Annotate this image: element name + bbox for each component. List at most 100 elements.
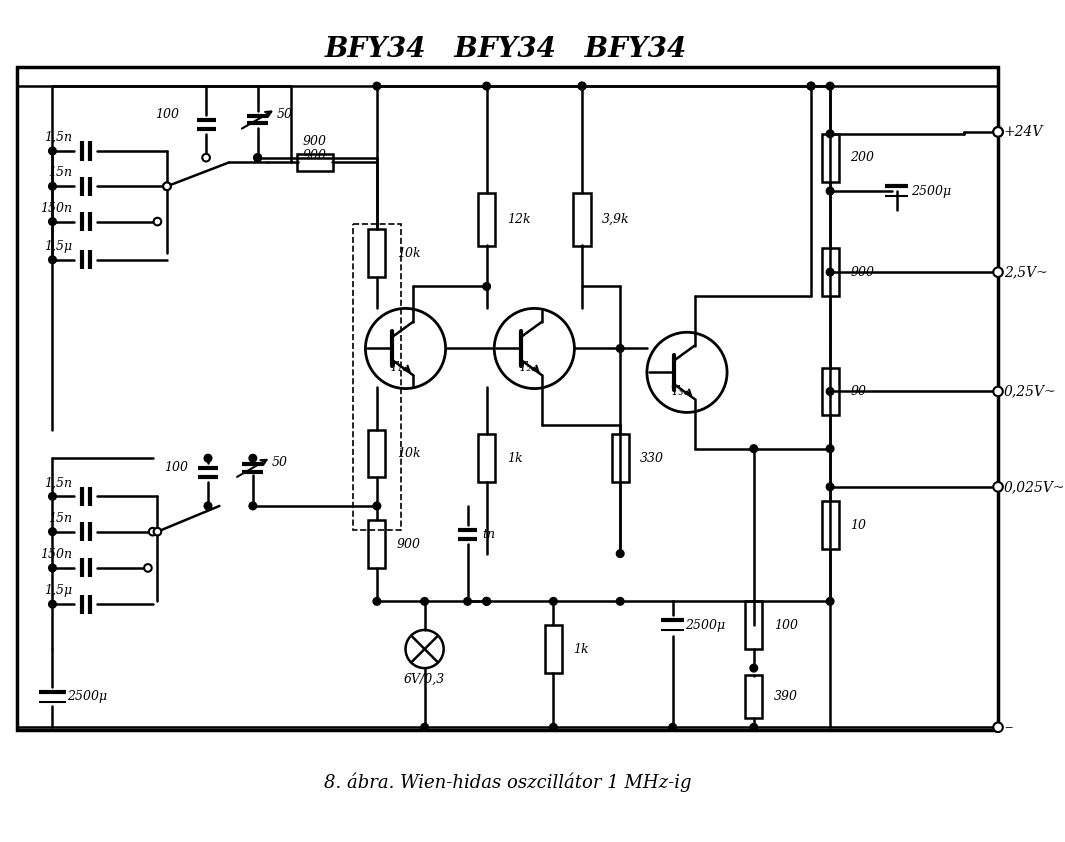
Circle shape xyxy=(994,127,1003,136)
Text: tn: tn xyxy=(481,528,495,541)
Text: 15n: 15n xyxy=(49,512,72,525)
Text: +24V: +24V xyxy=(1004,125,1043,139)
Circle shape xyxy=(163,183,170,190)
Bar xyxy=(821,134,839,182)
Text: 900: 900 xyxy=(397,537,421,551)
Text: 6V/0,3: 6V/0,3 xyxy=(404,673,445,686)
Circle shape xyxy=(373,83,380,90)
Circle shape xyxy=(49,256,56,264)
Circle shape xyxy=(253,154,261,162)
Circle shape xyxy=(163,183,170,190)
Text: 1k: 1k xyxy=(573,642,589,656)
Text: 2500μ: 2500μ xyxy=(685,619,725,632)
Bar xyxy=(368,229,386,277)
Bar xyxy=(821,501,839,549)
Text: 10k: 10k xyxy=(397,247,421,259)
Circle shape xyxy=(49,528,56,536)
Text: 50: 50 xyxy=(272,456,288,470)
Circle shape xyxy=(49,600,56,608)
Circle shape xyxy=(578,83,586,90)
Circle shape xyxy=(826,269,834,276)
Circle shape xyxy=(153,528,161,536)
Circle shape xyxy=(463,598,472,605)
Bar xyxy=(297,154,333,171)
Text: 200: 200 xyxy=(850,152,874,164)
Circle shape xyxy=(826,483,834,491)
Bar xyxy=(478,434,495,482)
Circle shape xyxy=(253,154,261,162)
Circle shape xyxy=(826,187,834,195)
Bar xyxy=(573,194,591,246)
Text: T₂: T₂ xyxy=(518,361,531,374)
Text: 1,5n: 1,5n xyxy=(45,477,72,489)
Bar xyxy=(368,429,386,477)
Circle shape xyxy=(807,83,815,90)
Circle shape xyxy=(669,723,676,731)
Circle shape xyxy=(482,598,491,605)
Circle shape xyxy=(482,598,491,605)
Text: 8. ábra. Wien-hidas oszcillátor 1 MHz-ig: 8. ábra. Wien-hidas oszcillátor 1 MHz-ig xyxy=(324,773,691,792)
Text: 1k: 1k xyxy=(507,451,522,465)
Text: 390: 390 xyxy=(774,690,798,703)
Circle shape xyxy=(149,528,157,536)
Circle shape xyxy=(994,386,1003,397)
Text: 100: 100 xyxy=(774,619,798,632)
Circle shape xyxy=(994,482,1003,492)
Circle shape xyxy=(49,218,56,226)
Circle shape xyxy=(807,83,815,90)
Circle shape xyxy=(249,502,257,509)
Circle shape xyxy=(750,723,757,731)
Circle shape xyxy=(421,723,428,731)
Text: T₃: T₃ xyxy=(671,385,684,398)
Circle shape xyxy=(617,344,624,352)
Circle shape xyxy=(153,218,161,226)
Circle shape xyxy=(550,598,557,605)
Text: 3,9k: 3,9k xyxy=(602,213,629,226)
Bar xyxy=(821,368,839,415)
Circle shape xyxy=(49,493,56,500)
Circle shape xyxy=(826,387,834,395)
Text: 1,5μ: 1,5μ xyxy=(45,584,72,597)
Bar xyxy=(821,248,839,296)
Circle shape xyxy=(994,722,1003,732)
Circle shape xyxy=(373,598,380,605)
Text: 330: 330 xyxy=(640,451,665,465)
Circle shape xyxy=(550,723,557,731)
Text: 100: 100 xyxy=(155,109,179,121)
Text: 150n: 150n xyxy=(40,202,72,215)
Text: –: – xyxy=(1004,719,1012,736)
Circle shape xyxy=(826,445,834,452)
Text: 0,025V~: 0,025V~ xyxy=(1004,480,1065,494)
Circle shape xyxy=(202,154,210,162)
Circle shape xyxy=(49,564,56,572)
Circle shape xyxy=(994,127,1003,136)
Text: 12k: 12k xyxy=(507,213,530,226)
Circle shape xyxy=(578,83,586,90)
Circle shape xyxy=(750,664,757,672)
Text: 1,5n: 1,5n xyxy=(45,131,72,144)
Bar xyxy=(478,194,495,246)
Text: T₁: T₁ xyxy=(390,361,403,374)
Circle shape xyxy=(144,564,151,572)
Text: 2500μ: 2500μ xyxy=(912,184,951,198)
Circle shape xyxy=(49,183,56,190)
Text: 900: 900 xyxy=(302,149,327,162)
Text: 900: 900 xyxy=(302,135,327,148)
Text: 10k: 10k xyxy=(397,447,421,460)
Bar xyxy=(353,225,400,530)
Bar xyxy=(17,67,998,730)
Text: 15n: 15n xyxy=(49,167,72,179)
Circle shape xyxy=(249,455,257,462)
Text: 50: 50 xyxy=(277,109,293,121)
Circle shape xyxy=(826,130,834,137)
Circle shape xyxy=(750,445,757,452)
Text: 150n: 150n xyxy=(40,548,72,561)
Circle shape xyxy=(617,598,624,605)
Text: 90: 90 xyxy=(850,385,866,398)
Circle shape xyxy=(421,598,428,605)
Circle shape xyxy=(826,598,834,605)
Circle shape xyxy=(482,83,491,90)
Bar xyxy=(545,626,562,673)
Bar xyxy=(368,520,386,568)
Bar xyxy=(746,601,763,649)
